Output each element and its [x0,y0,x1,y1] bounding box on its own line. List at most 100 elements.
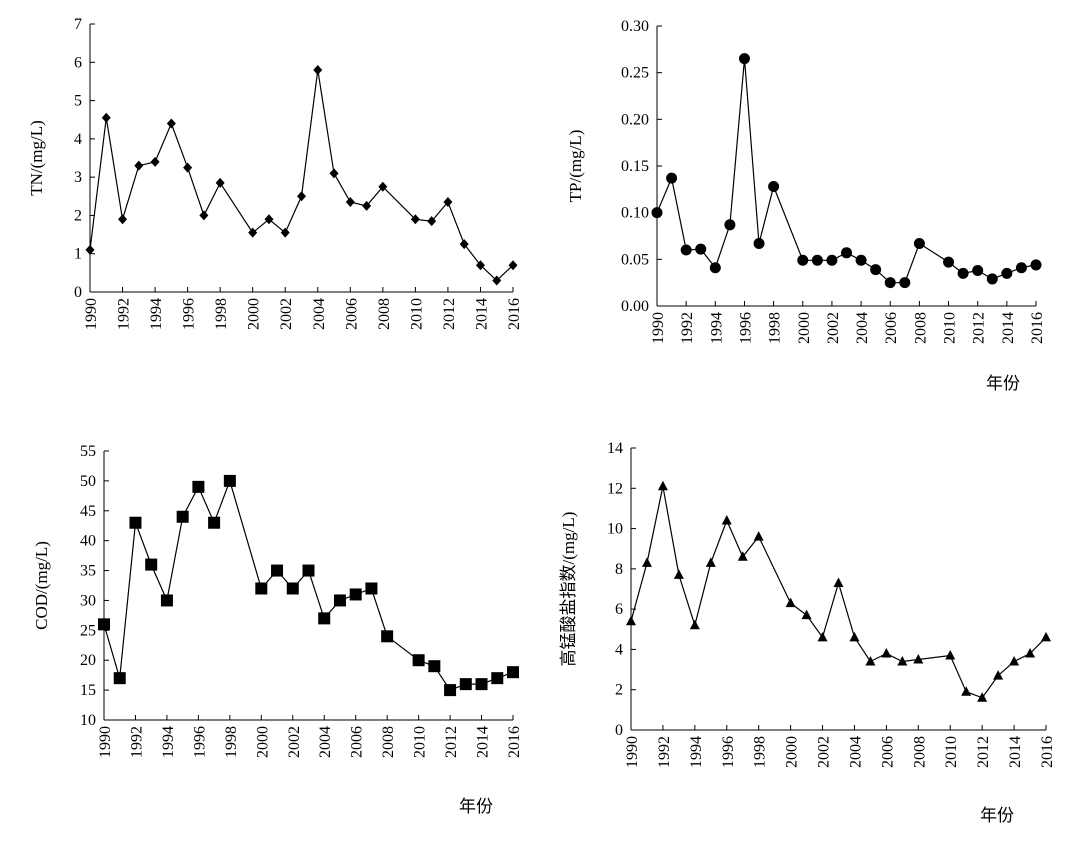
tn-data-point [183,162,193,173]
tn-x-tick-label: 2014 [473,298,490,330]
tp-data-point [870,264,882,276]
permanganate-x-tick-label: 1996 [720,736,737,768]
cod-data-point [302,564,315,577]
tn-data-point [508,260,518,271]
permanganate-data-point [657,480,668,491]
cod-data-point [129,516,142,529]
cod-x-tick-label: 2016 [506,726,523,758]
tn-y-tick-label: 3 [74,169,82,186]
cod-data-point [271,564,284,577]
permanganate-data-point [849,631,860,642]
tp-data-point [738,53,750,65]
permanganate-x-axis-label: 年份 [980,806,1014,825]
tp-y-tick-label: 0.30 [621,18,649,35]
tp-data-point [811,254,823,266]
tn-data-point [459,239,469,250]
permanganate-data-point [721,515,732,525]
permanganate-data-point [961,686,972,696]
cod-y-tick-label: 50 [80,473,96,490]
tp-y-tick-label: 0.20 [621,111,649,128]
tn-x-tick-label: 2002 [278,298,295,330]
chart-permanganate-index: 0 2 4 6 8 10 12 14 1990 1992 1994 1996 1998 2000 2002 2… [559,440,1056,825]
permanganate-data-point [705,557,716,567]
cod-data-point [412,654,425,667]
permanganate-data-point [913,654,924,664]
tp-data-point [1015,262,1027,274]
tp-data-point [913,237,925,249]
tp-x-tick-label: 1992 [679,312,696,344]
permanganate-data-point [945,649,956,660]
permanganate-data-point [626,615,636,626]
cod-data-point [98,618,110,631]
cod-data-point [475,678,488,691]
tn-x-tick-label: 2008 [376,298,393,330]
permanganate-data-point [881,647,892,658]
tn-y-tick-label: 6 [74,54,82,71]
tn-data-point [345,197,355,208]
chart-tn: 0 1 2 3 4 5 6 7 1990 1992 1994 1996 1998 2000 2002 2004… [27,16,523,330]
permanganate-data-point [737,551,748,561]
tn-data-point [313,64,323,75]
permanganate-data-point [1009,656,1020,666]
tn-data-point [492,275,502,286]
cod-x-tick-label: 1994 [160,726,177,758]
tn-y-axis-label: TN/(mg/L) [27,120,46,196]
tp-x-tick-label: 2016 [1029,312,1046,344]
cod-x-tick-label: 2002 [286,726,303,758]
tp-data-point [666,172,678,184]
chart-tp: 0.00 0.05 0.10 0.15 0.20 0.25 0.30 1990 1992 1994… [566,18,1046,393]
tn-data-point [410,214,420,225]
permanganate-y-tick-label: 4 [615,641,623,658]
tp-data-point [768,181,780,193]
cod-data-point [176,510,189,523]
cod-data-point [286,582,299,595]
tp-data-point [797,254,809,266]
tp-x-tick-label: 1990 [650,312,667,344]
tp-x-tick-label: 2006 [883,312,900,344]
cod-y-tick-label: 55 [80,443,96,460]
cod-y-tick-label: 35 [80,563,96,580]
permanganate-y-tick-label: 2 [615,682,623,699]
tp-data-point [651,207,663,219]
tp-data-point [972,265,984,277]
tp-y-tick-label: 0.00 [621,298,649,315]
tp-x-tick-label: 2002 [825,312,842,344]
tp-y-tick-label: 0.10 [621,205,649,222]
tn-data-point [329,168,339,179]
cod-data-point [192,480,205,493]
permanganate-data-point [1041,631,1051,642]
permanganate-y-tick-label: 12 [607,480,623,497]
cod-x-tick-label: 2000 [254,726,271,758]
tp-x-tick-label: 2004 [854,312,871,344]
tn-data-point [134,160,144,171]
cod-series-line [103,479,514,691]
cod-data-point [318,612,331,625]
cod-data-point [208,516,221,529]
permanganate-x-tick-label: 2002 [816,736,833,768]
tn-data-point [427,216,437,227]
permanganate-x-tick-label: 1998 [752,736,769,768]
tn-x-tick-label: 2012 [441,298,458,330]
tn-data-point [101,112,111,123]
permanganate-x-tick-label: 2008 [911,736,928,768]
cod-data-point [333,594,346,607]
tn-data-point [118,214,128,225]
cod-y-tick-label: 45 [80,503,96,520]
tn-y-tick-label: 7 [74,16,82,33]
permanganate-data-point [1025,647,1036,658]
tn-x-tick-label: 2000 [246,298,263,330]
cod-data-point [428,660,441,673]
cod-data-point [145,558,158,571]
cod-data-point [365,582,378,595]
tp-data-point [841,247,852,259]
tn-x-tick-label: 1998 [213,298,230,330]
cod-y-tick-label: 10 [80,712,96,729]
permanganate-y-tick-label: 14 [607,440,623,457]
cod-data-point [459,678,472,691]
tp-x-tick-label: 1998 [767,312,784,344]
tn-series-line [89,69,514,282]
tn-data-point [378,181,388,192]
permanganate-x-tick-label: 2010 [943,736,960,768]
tp-x-axis-label: 年份 [986,374,1020,393]
